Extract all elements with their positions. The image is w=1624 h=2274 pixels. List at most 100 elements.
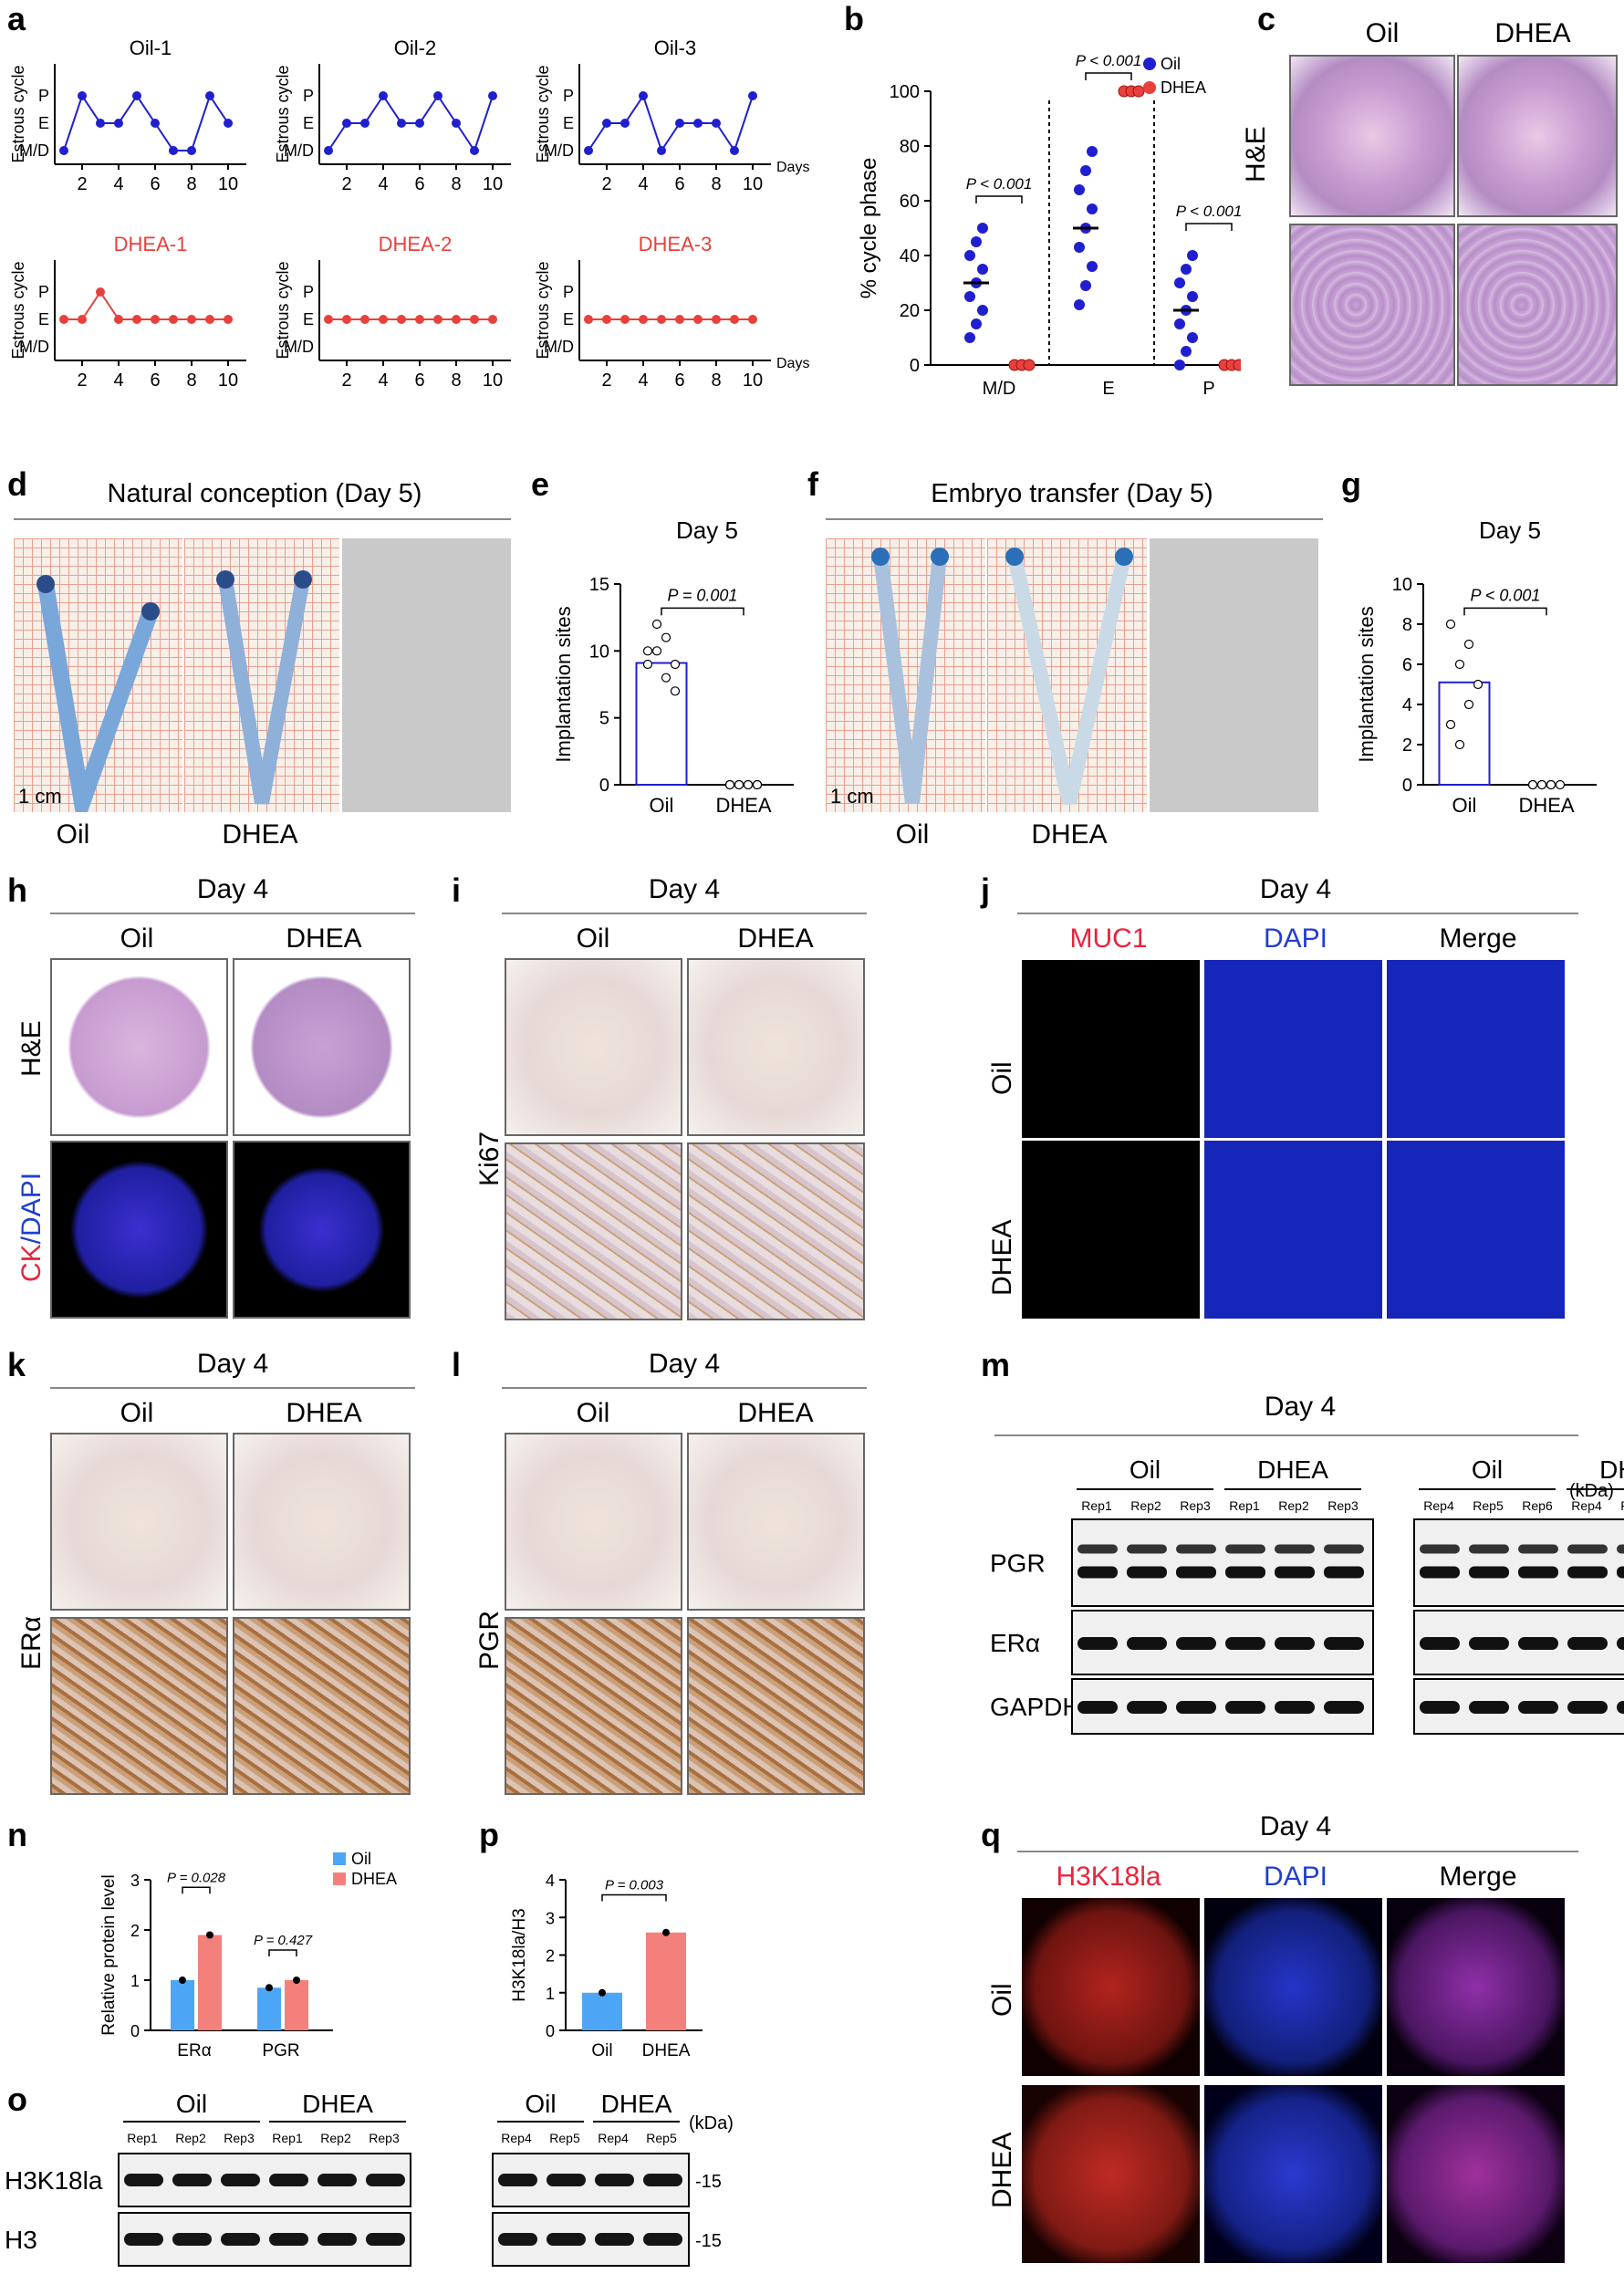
a-x-tick-label: 6 [414, 370, 424, 391]
p-bar [582, 1992, 622, 2030]
l-rule [502, 1387, 867, 1389]
m-blot-box [1071, 1610, 1374, 1675]
b-y-tick-label: 20 [900, 301, 920, 321]
n-legend-oil-swatch [333, 1852, 346, 1865]
a-x-tick-label: 10 [483, 370, 503, 391]
m-band [1077, 1544, 1118, 1554]
b-p-value: P < 0.001 [1076, 52, 1142, 69]
n-x-tick-label: PGR [262, 2041, 299, 2060]
n-p-value: P = 0.427 [254, 1933, 313, 1948]
b-oil-point [1174, 318, 1185, 329]
o-band [318, 2174, 357, 2186]
m-band [1420, 1544, 1460, 1554]
m-band [1127, 1701, 1167, 1714]
k-oil-zoom-image [50, 1617, 228, 1795]
l-dhea-image [687, 1433, 865, 1611]
b-y-tick-label: 80 [900, 137, 920, 157]
e-point [743, 779, 754, 790]
b-oil-point [1174, 360, 1185, 370]
l-title: Day 4 [648, 1349, 721, 1379]
d-label-oil: Oil [56, 819, 90, 850]
q-rule [1017, 1851, 1578, 1852]
e-point [661, 632, 671, 642]
panel-label-l: l [452, 1346, 462, 1383]
a-x-tick-label: 2 [77, 370, 87, 391]
i-dhea-zoom-image [687, 1142, 865, 1320]
o-band [124, 2233, 163, 2246]
o-band [547, 2233, 586, 2246]
l-row-pgr: PGR [474, 1610, 505, 1670]
m-band [1225, 1701, 1265, 1714]
a-cycle-line [64, 290, 228, 320]
p-sig-bracket [601, 1893, 667, 1902]
o-band [269, 2233, 308, 2246]
panel-label-j: j [981, 871, 991, 909]
d-title-rule [14, 518, 511, 520]
a-cycle-point [360, 315, 370, 324]
o-band [498, 2233, 537, 2246]
e-point [670, 686, 681, 696]
l-col-dhea: DHEA [737, 1398, 814, 1428]
f-label-dhea: DHEA [1031, 819, 1108, 850]
j-row-oil: Oil [987, 1061, 1017, 1095]
western-blot-o: Oil DHEA Oil DHEA Rep1 Rep2 Rep3 Rep1 Rep2 Rep3 Re… [5, 2090, 734, 2267]
h-oil-he-image [50, 958, 228, 1136]
g-sig-bracket [1463, 607, 1547, 616]
a-cycle-point [324, 315, 333, 324]
g-point [1473, 679, 1483, 690]
d-dhea-uterus-image [184, 538, 339, 812]
e-point [642, 659, 653, 670]
h-row-dapi: /DAPI [16, 1172, 47, 1245]
m-band [1518, 1544, 1558, 1554]
d-scale: 1 cm [18, 785, 62, 808]
implantation-chart-g: Day 5 0 2 4 6 8 10 Implantation sites Oil DHEA P <… [1355, 516, 1597, 817]
g-bar [1438, 681, 1491, 786]
m-blot-box [1071, 1518, 1374, 1607]
a-x-tick-label: 2 [601, 174, 611, 194]
a-state-tick: M/D [19, 338, 49, 356]
j-oil-muc1-image [1022, 960, 1200, 1138]
b-oil-point [971, 236, 982, 247]
panel-label-a: a [7, 0, 26, 37]
m-band [1567, 1701, 1608, 1714]
m-band [1324, 1566, 1364, 1579]
a-cycle-point [132, 315, 141, 324]
western-blot-m: Oil DHEA Oil DHEA Rep1 Rep2 Rep3 Rep1 Rep2 Rep3 Re… [990, 1455, 1624, 1735]
c-dhea-zoom-image [1457, 224, 1618, 386]
p-p-value: P = 0.003 [605, 1878, 664, 1893]
m-band [1617, 1701, 1624, 1714]
e-sig-bracket [661, 607, 744, 616]
o-band [595, 2233, 634, 2246]
a-plot-title: DHEA-3 [639, 233, 713, 256]
j-oil-merge-image [1387, 960, 1565, 1138]
n-point [179, 1977, 186, 1984]
m-band [1176, 1544, 1216, 1554]
o-rep-label: Rep1 [272, 2131, 303, 2145]
o-rep-label: Rep3 [224, 2131, 255, 2145]
n-y-tick-label: 0 [130, 2022, 140, 2040]
m-rep-label: Rep5 [1473, 1498, 1504, 1513]
a-x-tick-label: 4 [378, 174, 388, 194]
h-col-oil: Oil [120, 923, 154, 954]
m-blot-box [1071, 1678, 1374, 1735]
o-band [595, 2174, 634, 2186]
i-oil-zoom-image [505, 1142, 682, 1320]
m-rep-label: Rep5 [1620, 1498, 1624, 1513]
a-cycle-point [169, 315, 178, 324]
m-band [1225, 1544, 1265, 1554]
a-ylabel: Estrous cycle [534, 261, 552, 359]
l-oil-zoom-image [505, 1617, 682, 1795]
d-title: Natural conception (Day 5) [107, 479, 422, 508]
k-dhea-image [233, 1433, 411, 1611]
a-cycle-point [224, 119, 233, 128]
i-col-oil: Oil [576, 923, 610, 954]
o-group-label: DHEA [601, 2090, 672, 2118]
b-oil-point [1187, 250, 1198, 261]
p-bar [646, 1932, 686, 2030]
a-cycle-point [324, 146, 333, 155]
a-cycle-point [132, 91, 141, 100]
a-x-tick-label: 6 [150, 370, 160, 391]
m-band [1518, 1637, 1558, 1650]
a-x-tick-label: 10 [743, 370, 763, 391]
